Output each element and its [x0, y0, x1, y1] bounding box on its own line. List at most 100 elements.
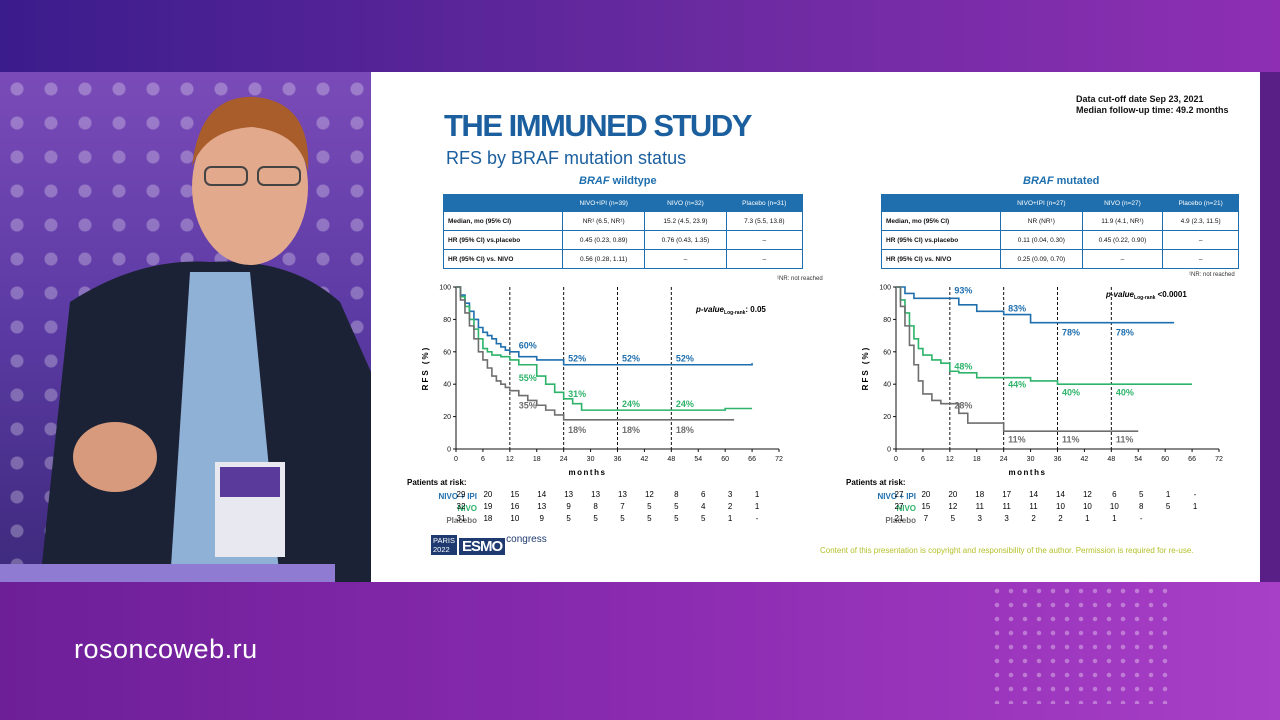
at-risk-value: 13 — [618, 490, 627, 499]
data-label: 40% — [1116, 388, 1134, 398]
heading-rest: wildtype — [609, 175, 657, 187]
at-risk-value: 1 — [1112, 514, 1117, 523]
esmo-city: PARIS 2022 — [431, 535, 457, 555]
at-risk-values: 31 18 10 9 5 5 5 5 5 5 1 - — [457, 514, 807, 526]
at-risk-values: 21 7 5 3 3 2 2 1 1- — [895, 514, 1246, 526]
nr-footnote: ¹NR: not reached — [777, 276, 823, 282]
at-risk-value: 5 — [674, 502, 679, 511]
km-chart-mutated: 0 20 40 60 80 100 0 6 12 18 24 30 36 42 48 54 60 66 72 mont… — [861, 285, 1223, 478]
esmo-city-name: PARIS — [433, 536, 455, 545]
data-label: 83% — [1008, 303, 1026, 313]
table-cell: HR (95% CI) vs.placebo — [443, 230, 563, 250]
esmo-brand: ESMO — [458, 538, 506, 555]
at-risk-value: 3 — [977, 514, 982, 523]
series-line-nivo — [896, 286, 1193, 385]
at-risk-value: 16 — [510, 502, 520, 511]
at-risk-value: 20 — [921, 490, 931, 499]
y-tick-label: 80 — [883, 317, 891, 324]
x-tick-label: 12 — [506, 456, 514, 463]
at-risk-row: NIVO + IPI 29 20 15 14 13 13 13 12 8 6 3 1 — [407, 490, 807, 502]
x-axis-label: months — [1009, 468, 1047, 477]
speaker-video — [0, 72, 371, 582]
at-risk-value: 2 — [1058, 514, 1063, 523]
at-risk-value: 20 — [948, 490, 958, 499]
p-value-label: p-valueLog-rank <0.0001 — [1105, 290, 1187, 301]
x-tick-label: 0 — [894, 456, 898, 463]
x-tick-label: 48 — [667, 456, 675, 463]
slide-subtitle: RFS by BRAF mutation status — [446, 148, 687, 168]
bottom-banner — [0, 582, 1280, 720]
x-tick-label: 30 — [1027, 456, 1035, 463]
data-label: 28% — [954, 401, 972, 411]
at-risk-value: 2 — [727, 502, 733, 511]
x-tick-label: 30 — [587, 456, 595, 463]
table-row: HR (95% CI) vs.placebo 0.45 (0.23, 0.89) 0… — [443, 230, 804, 250]
y-tick-label: 60 — [443, 349, 451, 356]
table-header: NIVO (n=27) — [1081, 194, 1164, 212]
at-risk-series-name: NIVO + IPI — [438, 491, 477, 501]
table-cell: 0.76 (0.43, 1.35) — [644, 230, 727, 250]
esmo-logo: PARIS 2022 ESMO congress — [431, 534, 547, 555]
data-label: 31% — [568, 389, 586, 399]
decorative-dots — [990, 584, 1170, 704]
copyright-notice: Content of this presentation is copyrigh… — [820, 546, 1194, 555]
y-axis-label: RFS (%) — [421, 346, 430, 391]
x-tick-label: 66 — [1188, 456, 1196, 463]
site-name: rosoncoweb.ru — [74, 634, 258, 664]
at-risk-value: 31 — [456, 514, 466, 523]
heading-gene: BRAF — [579, 175, 610, 187]
at-risk-table-wildtype: Patients at risk: NIVO + IPI 29 20 15 14 13 13 1… — [407, 478, 807, 526]
series-line-nivo_ipi — [456, 286, 753, 366]
chart-heading-mutated: BRAF mutated — [1023, 175, 1099, 187]
y-tick-label: 100 — [879, 285, 891, 292]
table-header: Placebo (n=31) — [725, 194, 804, 212]
table-cell: 7.3 (5.5, 13.8) — [725, 211, 804, 231]
at-risk-value: 18 — [483, 514, 493, 523]
x-tick-label: 36 — [1054, 456, 1062, 463]
x-axis-label: months — [569, 468, 607, 477]
at-risk-value: - — [755, 514, 759, 523]
series-line-placebo — [896, 286, 1139, 432]
at-risk-value: 14 — [1029, 490, 1039, 499]
x-tick-label: 42 — [1081, 456, 1089, 463]
at-risk-title: Patients at risk: — [407, 478, 467, 487]
at-risk-value: 27 — [894, 490, 904, 499]
esmo-year: 2022 — [433, 545, 450, 554]
data-label: 11% — [1062, 435, 1080, 445]
table-cell: 0.45 (0.23, 0.89) — [561, 230, 646, 250]
y-tick-label: 100 — [439, 285, 451, 292]
table-header: Placebo (n=21) — [1162, 194, 1239, 212]
y-tick-label: 80 — [443, 317, 451, 324]
at-risk-value: 10 — [1056, 502, 1065, 511]
x-tick-label: 54 — [1134, 456, 1142, 463]
at-risk-values: 27 15 12 11 11 11 10 10 10 8 5 1 — [895, 502, 1246, 514]
at-risk-value: 5 — [620, 514, 625, 523]
chart-heading-wildtype: BRAF wildtype — [579, 175, 657, 187]
at-risk-value: 3 — [1004, 514, 1009, 523]
table-header: NIVO+IPI (n=27) — [1000, 194, 1083, 212]
x-tick-label: 12 — [946, 456, 954, 463]
at-risk-value: 5 — [566, 514, 571, 523]
data-label: 11% — [1116, 435, 1134, 445]
podium-edge — [0, 564, 335, 582]
at-risk-values: 27 20 20 18 17 14 14 12 6 5 1 - — [895, 490, 1246, 502]
at-risk-value: 3 — [727, 490, 733, 499]
table-cell: NR (NR¹) — [1000, 211, 1083, 231]
at-risk-values: 29 20 15 14 13 13 13 12 8 6 3 1 — [457, 490, 807, 502]
x-tick-label: 6 — [481, 456, 485, 463]
at-risk-value: 5 — [1165, 502, 1171, 511]
data-label: 18% — [622, 425, 640, 435]
at-risk-value: - — [1193, 490, 1197, 499]
table-cell: – — [1162, 249, 1239, 269]
data-label: 78% — [1116, 328, 1134, 338]
hazard-table-mutated: NIVO+IPI (n=27) NIVO (n=27) Placebo (n=21)… — [881, 194, 1239, 269]
cutoff-info: Data cut-off date Sep 23, 2021 Median fo… — [1076, 94, 1229, 116]
at-risk-value: 13 — [564, 490, 574, 499]
y-tick-label: 20 — [443, 414, 451, 421]
at-risk-value: 1 — [727, 514, 733, 523]
at-risk-value: 6 — [701, 490, 706, 499]
data-label: 18% — [676, 425, 694, 435]
at-risk-value: 12 — [644, 490, 654, 499]
heading-gene: BRAF — [1023, 175, 1054, 187]
at-risk-value: 11 — [1002, 502, 1011, 511]
